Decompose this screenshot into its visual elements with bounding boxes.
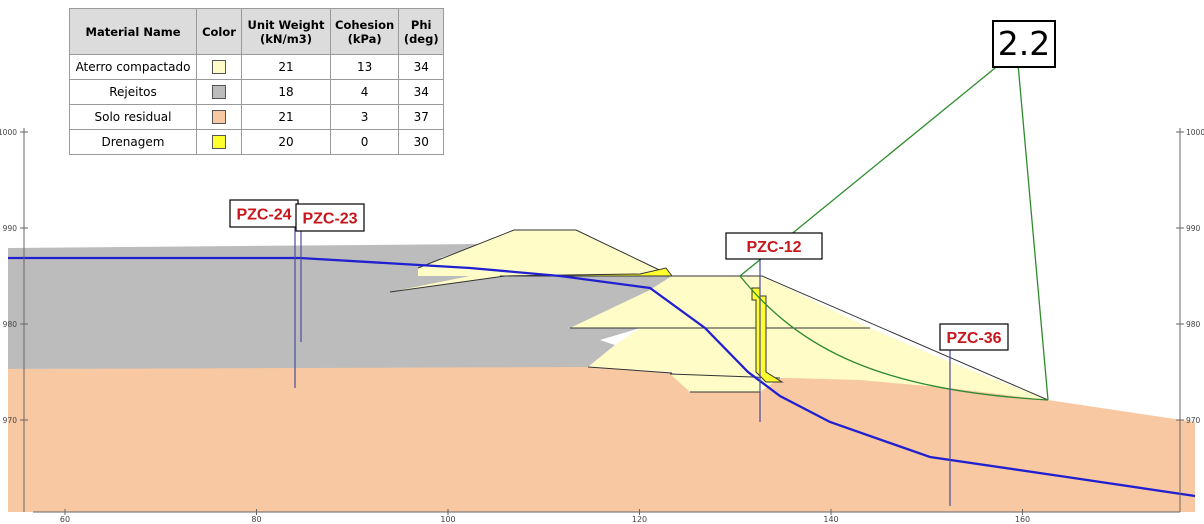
material-name: Solo residual [69, 104, 197, 130]
table-row: Aterro compactado 21 13 34 [69, 54, 445, 80]
embankment-middle [570, 276, 870, 328]
x-tick-label: 120 [632, 515, 647, 524]
color-swatch [212, 60, 226, 75]
table-row: Rejeitos 18 4 34 [69, 79, 445, 105]
piezometer-label: PZC-36 [946, 330, 1001, 347]
header-color: Color [196, 8, 242, 55]
color-swatch [212, 110, 226, 125]
cohesion: 13 [329, 54, 400, 80]
x-tick-label: 140 [823, 515, 838, 524]
header-cohesion: Cohesion (kPa) [329, 8, 400, 55]
unit-weight: 21 [241, 54, 331, 80]
x-tick-label: 80 [251, 515, 261, 524]
water-table [8, 256, 1196, 498]
y-tick-label: 1000 [0, 128, 17, 137]
x-tick-label: 60 [60, 515, 70, 524]
piezometer-label: PZC-23 [302, 211, 357, 228]
factor-of-safety-label: 2.2 [992, 20, 1056, 68]
unit-weight: 21 [241, 104, 331, 130]
piezometer-label-box [295, 203, 365, 232]
phi: 30 [398, 129, 445, 155]
cohesion: 0 [329, 129, 400, 155]
piezometer-label: PZC-12 [746, 239, 801, 256]
embankment-upper [390, 230, 672, 292]
x-tick-label: 100 [440, 515, 455, 524]
piezometer-label-box [725, 232, 823, 260]
phi: 34 [398, 54, 445, 80]
y-axis-ticks-right: 1000 990 980 970 [1176, 128, 1204, 425]
y-axis-ticks-left: 1000 990 980 970 [0, 128, 28, 425]
header-unit-weight: Unit Weight (kN/m3) [241, 8, 331, 55]
piezometer-lines [294, 226, 951, 506]
table-row: Drenagem 20 0 30 [69, 129, 445, 155]
piezometer-label: PZC-24 [236, 207, 291, 224]
material-name: Rejeitos [69, 79, 197, 105]
axes [23, 128, 1181, 513]
unit-weight: 18 [241, 79, 331, 105]
y-tick-label: 990 [1186, 224, 1201, 233]
y-tick-label: 990 [3, 224, 18, 233]
header-material-name: Material Name [69, 8, 197, 55]
material-properties-table: Material Name Color Unit Weight (kN/m3) C… [69, 8, 445, 155]
x-axis-ticks: 60 80 100 120 140 160 [60, 509, 1030, 524]
residual-soil-layer [8, 366, 1195, 512]
x-tick-label: 160 [1015, 515, 1030, 524]
y-tick-label: 970 [1186, 416, 1201, 425]
y-tick-label: 1000 [1186, 128, 1204, 137]
embankment-toe [670, 374, 780, 392]
color-swatch [212, 135, 226, 150]
color-swatch [212, 85, 226, 100]
material-name: Aterro compactado [69, 54, 197, 80]
table-row: Solo residual 21 3 37 [69, 104, 445, 130]
material-name: Drenagem [69, 129, 197, 155]
unit-weight: 20 [241, 129, 331, 155]
phi: 34 [398, 79, 445, 105]
y-tick-label: 970 [3, 416, 18, 425]
piezometer-labels: PZC-24 PZC-23 PZC-12 PZC-36 [229, 199, 1009, 351]
piezometer-label-box [229, 199, 299, 228]
phi: 37 [398, 104, 445, 130]
y-tick-label: 980 [3, 320, 18, 329]
cohesion: 3 [329, 104, 400, 130]
y-tick-label: 980 [1186, 320, 1201, 329]
piezometer-label-box [939, 323, 1009, 351]
embankment-lower [588, 328, 1048, 400]
header-phi: Phi (deg) [398, 8, 445, 55]
drain-blanket [499, 267, 673, 277]
cohesion: 4 [329, 79, 400, 105]
